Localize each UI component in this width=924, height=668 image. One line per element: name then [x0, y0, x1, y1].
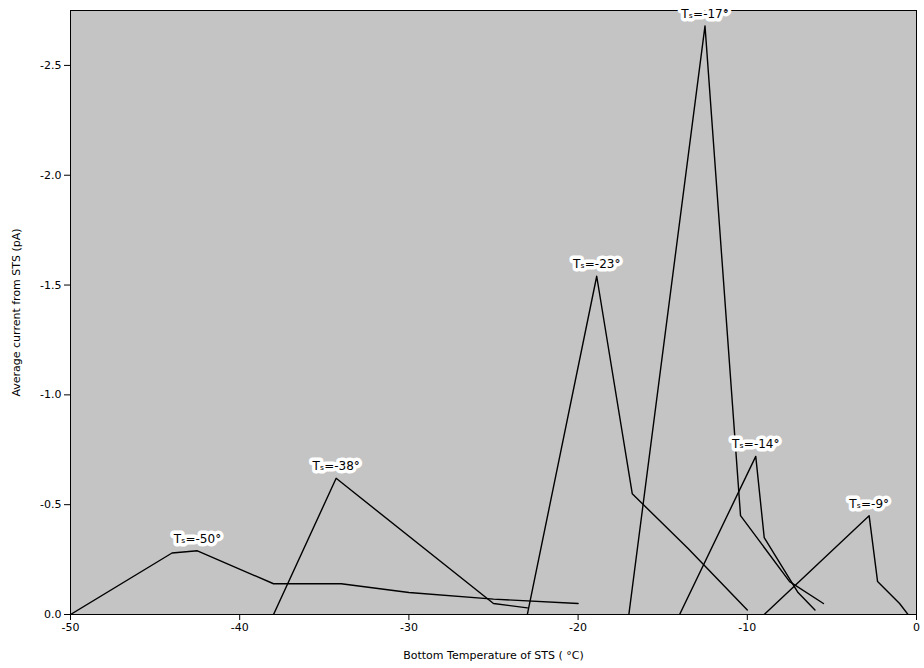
svg-text:0: 0 [913, 621, 920, 634]
svg-text:-10: -10 [738, 621, 756, 634]
svg-text:-1.5: -1.5 [40, 279, 61, 292]
svg-text:Tₛ=-38°: Tₛ=-38° [311, 459, 359, 473]
svg-text:Average current from STS (pA): Average current from STS (pA) [10, 228, 23, 396]
svg-text:Tₛ=-17°: Tₛ=-17° [680, 7, 728, 21]
svg-text:Tₛ=-23°: Tₛ=-23° [572, 257, 620, 271]
svg-text:-40: -40 [231, 621, 249, 634]
svg-text:Bottom Temperature of STS ( °C: Bottom Temperature of STS ( °C) [403, 649, 584, 662]
svg-text:-30: -30 [400, 621, 418, 634]
svg-text:Tₛ=-9°: Tₛ=-9° [848, 497, 889, 511]
svg-text:-0.5: -0.5 [40, 498, 61, 511]
svg-text:-2.0: -2.0 [40, 169, 61, 182]
svg-text:-2.5: -2.5 [40, 59, 61, 72]
svg-text:-1.0: -1.0 [40, 388, 61, 401]
svg-text:Tₛ=-14°: Tₛ=-14° [731, 437, 779, 451]
svg-text:-50: -50 [62, 621, 80, 634]
svg-text:Tₛ=-50°: Tₛ=-50° [173, 532, 221, 546]
svg-text:-20: -20 [569, 621, 587, 634]
svg-text:0.0: 0.0 [44, 608, 62, 621]
